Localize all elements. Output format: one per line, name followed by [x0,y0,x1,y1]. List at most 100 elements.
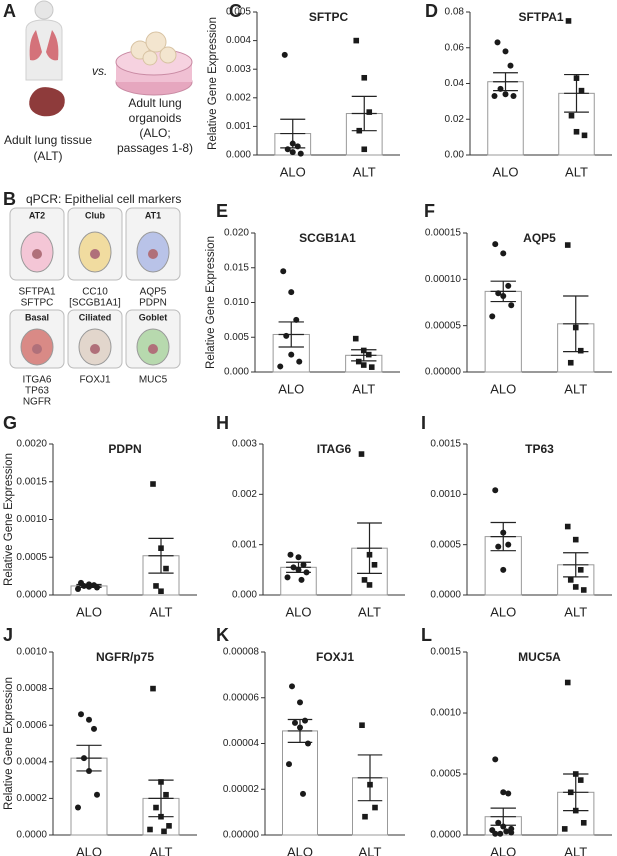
data-point [368,364,375,370]
caption: organoids [129,111,182,125]
data-point [296,358,303,365]
data-point [300,790,306,797]
error-bar [76,744,102,772]
data-point [295,566,302,573]
y-tick-label: 0.0010 [16,647,47,658]
dish-icon [115,31,193,96]
data-point [505,541,512,548]
chart-title: AQP5 [523,231,556,245]
y-tick-label: 0.00 [445,150,465,161]
chart-title: TP63 [525,442,554,456]
data-point [163,791,169,798]
y-tick-label: 0.00008 [223,647,260,658]
error-bar [490,280,516,303]
panel-letter: D [425,1,438,21]
data-point [81,755,87,762]
error-bar [287,718,313,743]
y-tick-label: 0.0005 [430,769,461,780]
data-point [356,127,363,134]
cell-name: Goblet [139,312,168,322]
data-point [573,128,580,135]
data-point [295,554,302,561]
data-point [497,85,504,92]
x-tick-label: ALT [358,604,381,619]
bar [484,290,522,373]
data-point [303,569,310,576]
caption: (ALO; [139,126,170,140]
data-point [564,679,571,686]
y-tick-label: 0.00015 [425,228,462,239]
data-point [298,576,305,583]
y-tick-label: 0.010 [224,297,249,308]
data-point [290,564,297,571]
marker-label: [SCGB1A1] [69,298,121,309]
x-tick-label: ALO [280,164,306,179]
y-tick-label: 0.06 [445,42,465,53]
y-tick-label: 0.00010 [425,274,462,285]
marker-label: SFTPC [21,298,54,309]
data-point [503,828,510,835]
y-tick-label: 0.005 [224,332,249,343]
data-point [580,587,587,593]
y-tick-label: 0.0010 [430,489,461,500]
panel-letter: E [216,201,228,221]
y-tick-label: 0.015 [224,262,249,273]
data-point [502,91,509,98]
data-point [366,551,373,558]
cell-name: Basal [25,312,49,322]
y-tick-label: 0.0002 [16,793,47,804]
data-point [289,140,296,147]
y-tick-label: 0.004 [226,35,251,46]
chart: E SCGB1A1 Relative Gene Expression 0.000 0.0… [205,201,400,396]
data-point [371,562,378,568]
data-point [581,132,588,139]
data-point [497,830,504,837]
panel-letter: C [229,1,242,21]
data-point [502,48,509,55]
y-tick-label: 0.000 [224,367,249,378]
data-point [81,582,87,589]
y-axis-label: Relative Gene Expression [3,453,15,586]
y-tick-label: 0.0015 [430,647,461,658]
error-bar [564,73,589,113]
data-point [289,149,296,156]
error-bar [148,537,174,574]
y-tick-label: 0.02 [445,114,465,125]
y-tick-label: 0.00000 [223,830,260,841]
x-tick-label: ALT [564,604,587,619]
y-tick-label: 0.0000 [16,590,47,601]
y-tick-label: 0.001 [232,539,257,550]
data-point [150,685,156,692]
data-point [288,289,295,296]
y-tick-label: 0.0005 [430,539,461,550]
x-tick-label: ALO [278,381,304,396]
error-bar [280,118,306,149]
panel-letter: B [3,189,16,209]
data-point [358,451,365,457]
data-point [297,724,303,731]
panel-letter: A [3,1,16,21]
data-point [372,804,378,811]
x-tick-label: ALT [353,164,376,179]
x-tick-label: ALO [490,381,516,396]
cell-name: Ciliated [79,312,112,322]
bar [282,730,318,836]
charts: C SFTPC Relative Gene Expression 0.000 0.001… [3,1,612,856]
y-tick-label: 0.00004 [223,738,260,749]
data-point [508,829,515,836]
y-tick-label: 0.0000 [430,830,461,841]
marker-label: AQP5 [140,287,167,298]
y-tick-label: 0.001 [226,121,251,132]
data-point [94,584,100,591]
data-point [577,777,584,783]
data-point [492,830,499,837]
data-point [289,683,295,690]
panel-letter: K [216,625,229,645]
data-point [505,282,512,289]
error-bar [563,295,589,353]
data-point [150,481,156,487]
data-point [500,566,507,573]
data-point [305,740,311,747]
data-point [495,819,502,826]
